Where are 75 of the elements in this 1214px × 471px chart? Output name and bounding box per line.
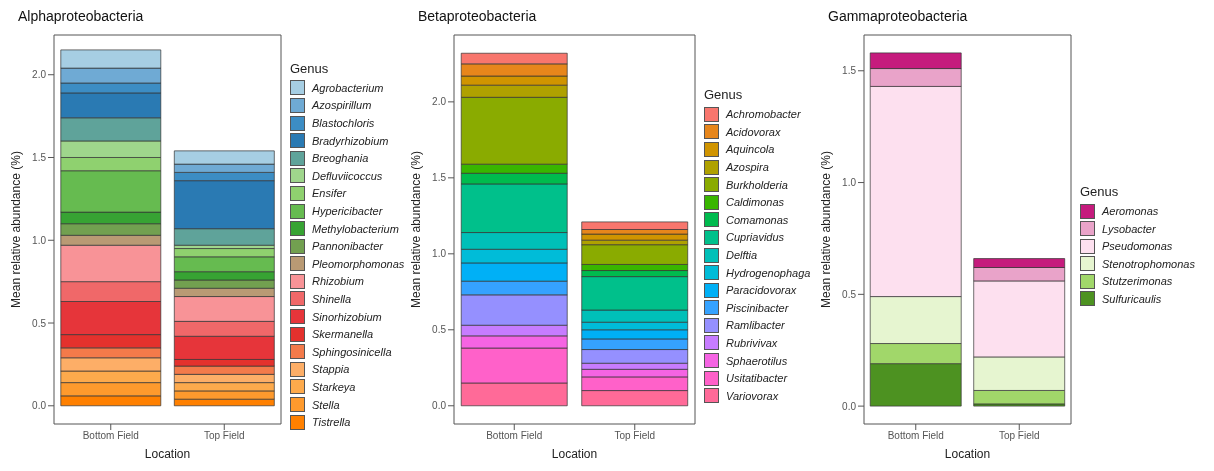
x-axis-title: Location bbox=[944, 447, 991, 461]
legend-title: Genus bbox=[1080, 184, 1120, 200]
legend-label: Starkeya bbox=[312, 380, 356, 393]
legend-label: Blastochloris bbox=[312, 117, 375, 130]
legend-label: Breoghania bbox=[312, 152, 369, 165]
legend-label: Variovorax bbox=[726, 389, 779, 402]
legend-label: Defluviicoccus bbox=[312, 169, 383, 182]
y-tick-label: 2.0 bbox=[432, 96, 447, 108]
y-tick-label: 0.5 bbox=[32, 317, 47, 329]
y-tick-label: 0.0 bbox=[32, 400, 47, 412]
legend-label: Aeromonas bbox=[1102, 205, 1159, 218]
x-axis-title: Location bbox=[551, 447, 598, 461]
legend-label: Sinorhizobium bbox=[312, 310, 382, 323]
legend-label: Shinella bbox=[312, 292, 352, 305]
x-axis-title: Location bbox=[144, 447, 191, 461]
legend-label: Agrobacterium bbox=[312, 81, 384, 94]
legend-label: Pseudomonas bbox=[1102, 240, 1173, 253]
y-tick-label: 1.5 bbox=[842, 65, 857, 77]
legend-label: Stenotrophomonas bbox=[1102, 257, 1195, 270]
legend-label: Aquincola bbox=[726, 143, 775, 156]
legend-label: Bradyrhizobium bbox=[312, 134, 389, 147]
y-tick-label: 1.0 bbox=[432, 248, 447, 260]
x-tick-label: Bottom Field bbox=[887, 430, 944, 442]
legend-label: Usitatibacter bbox=[726, 372, 788, 385]
chart-title: Betaproteobacteria bbox=[417, 8, 538, 26]
legend-label: Paracidovorax bbox=[726, 284, 797, 297]
y-axis-title: Mean relative abundance (%) bbox=[409, 151, 424, 308]
x-tick-label: Top Field bbox=[203, 430, 245, 442]
legend-label: Piscinibacter bbox=[726, 301, 789, 314]
legend-label: Lysobacter bbox=[1102, 222, 1156, 235]
chart-title: Gammaproteobacteria bbox=[827, 8, 969, 26]
legend-label: Rhizobium bbox=[312, 275, 364, 288]
legend-title: Genus bbox=[704, 87, 744, 103]
legend-label: Rubrivivax bbox=[726, 336, 778, 349]
legend-label: Achromobacter bbox=[726, 108, 801, 121]
legend-label: Azospira bbox=[726, 161, 769, 174]
legend-label: Delftia bbox=[726, 249, 758, 261]
legend-label: Tistrella bbox=[312, 416, 351, 429]
x-tick-label: Top Field bbox=[998, 430, 1040, 442]
legend-label: Comamonas bbox=[726, 213, 789, 226]
legend-label: Ramlibacter bbox=[726, 319, 785, 332]
x-tick-label: Top Field bbox=[614, 430, 656, 442]
legend-label: Caldimonas bbox=[726, 196, 785, 209]
legend-label: Skermanella bbox=[312, 328, 374, 341]
legend-label: Burkholderia bbox=[726, 178, 788, 191]
y-tick-label: 1.0 bbox=[32, 234, 47, 246]
legend-label: Hydrogenophaga bbox=[726, 266, 811, 279]
x-tick-label: Bottom Field bbox=[486, 430, 543, 442]
legend-label: Cupriavidus bbox=[726, 231, 785, 244]
y-tick-label: 1.0 bbox=[842, 177, 857, 189]
y-tick-label: 1.5 bbox=[32, 152, 47, 164]
legend-label: Methylobacterium bbox=[312, 222, 399, 235]
chart-title: Alphaproteobacteria bbox=[17, 8, 145, 26]
legend-label: Pleomorphomonas bbox=[312, 257, 405, 270]
legend-title: Genus bbox=[290, 61, 330, 77]
legend-label: Sulfuricaulis bbox=[1102, 292, 1162, 305]
legend-label: Stutzerimonas bbox=[1102, 275, 1173, 288]
legend-label: Ensifer bbox=[312, 187, 347, 200]
y-tick-label: 0.0 bbox=[842, 400, 857, 412]
y-tick-label: 0.0 bbox=[432, 400, 447, 412]
y-tick-label: 2.0 bbox=[32, 69, 47, 81]
legend-label: Acidovorax bbox=[726, 125, 781, 138]
y-tick-label: 1.5 bbox=[432, 172, 447, 184]
legend-label: Sphingosinicella bbox=[312, 345, 392, 358]
y-axis-title: Mean relative abundance (%) bbox=[9, 151, 24, 308]
y-tick-label: 0.5 bbox=[842, 288, 857, 300]
legend-label: Azospirillum bbox=[312, 99, 372, 112]
legend-label: Stella bbox=[312, 398, 340, 411]
y-tick-label: 0.5 bbox=[432, 324, 447, 336]
legend-label: Stappia bbox=[312, 363, 350, 376]
y-axis-title: Mean relative abundance (%) bbox=[819, 151, 834, 308]
legend-label: Hypericibacter bbox=[312, 205, 383, 218]
x-tick-label: Bottom Field bbox=[82, 430, 139, 442]
legend-label: Pannonibacter bbox=[312, 240, 383, 253]
legend-label: Sphaerotilus bbox=[726, 354, 788, 367]
